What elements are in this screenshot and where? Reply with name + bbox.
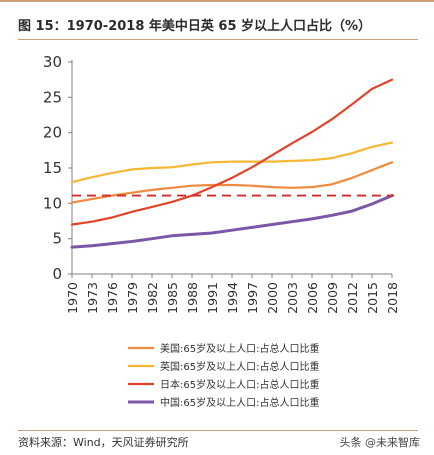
x-tick-label: 1976 xyxy=(105,282,120,314)
y-tick-label: 15 xyxy=(43,159,62,177)
x-tick-label: 1997 xyxy=(245,282,260,314)
series-line-3 xyxy=(70,78,394,226)
title-divider xyxy=(18,39,418,40)
x-tick-label: 2006 xyxy=(305,282,320,314)
x-tick-label: 2009 xyxy=(325,282,340,314)
y-tick-label: 25 xyxy=(43,88,62,106)
x-tick-label: 2015 xyxy=(365,282,380,314)
series-line-2 xyxy=(70,141,394,184)
x-tick-label: 1985 xyxy=(165,282,180,314)
x-tick-label: 1991 xyxy=(205,282,220,314)
top-border xyxy=(0,0,434,2)
y-tick-label: 0 xyxy=(52,265,62,283)
x-tick-label: 1988 xyxy=(185,282,200,314)
x-tick-label: 1973 xyxy=(85,282,100,314)
watermark: 头条 @未来智库 xyxy=(339,436,421,449)
legend-label: 英国:65岁及以上人口:占总人口比重 xyxy=(160,360,319,373)
line-chart: 0 5 10 15 20 25 30 1970 1973 1976 1979 1982 1985 1988… xyxy=(43,53,400,409)
x-tick-label: 2018 xyxy=(385,282,400,314)
chart-title: 图 15：1970-2018 年美中日英 65 岁以上人口占比（%） xyxy=(18,19,372,34)
x-tick-label: 2003 xyxy=(285,282,300,314)
x-tick-label: 2012 xyxy=(345,282,360,314)
x-tick-label: 1979 xyxy=(125,282,140,314)
footer-divider xyxy=(18,430,418,431)
series-line-4 xyxy=(70,194,394,249)
x-tick-label: 1982 xyxy=(145,282,160,314)
source-note: 资料来源：Wind，天风证券研究所 xyxy=(18,436,189,449)
x-tick-label: 2000 xyxy=(265,282,280,314)
y-tick-label: 5 xyxy=(52,230,62,248)
legend-label: 日本:65岁及以上人口:占总人口比重 xyxy=(160,378,319,391)
title-bar: 图 15：1970-2018 年美中日英 65 岁以上人口占比（%） xyxy=(0,6,434,38)
legend-label: 中国:65岁及以上人口:占总人口比重 xyxy=(160,396,319,409)
y-tick-label: 20 xyxy=(43,124,62,142)
x-tick-label: 1994 xyxy=(225,282,240,314)
y-tick-label: 30 xyxy=(43,53,62,71)
y-tick-label: 10 xyxy=(43,194,62,212)
legend-label: 美国:65岁及以上人口:占总人口比重 xyxy=(160,342,319,355)
series-line-1 xyxy=(70,161,394,204)
x-tick-label: 1970 xyxy=(65,282,80,314)
